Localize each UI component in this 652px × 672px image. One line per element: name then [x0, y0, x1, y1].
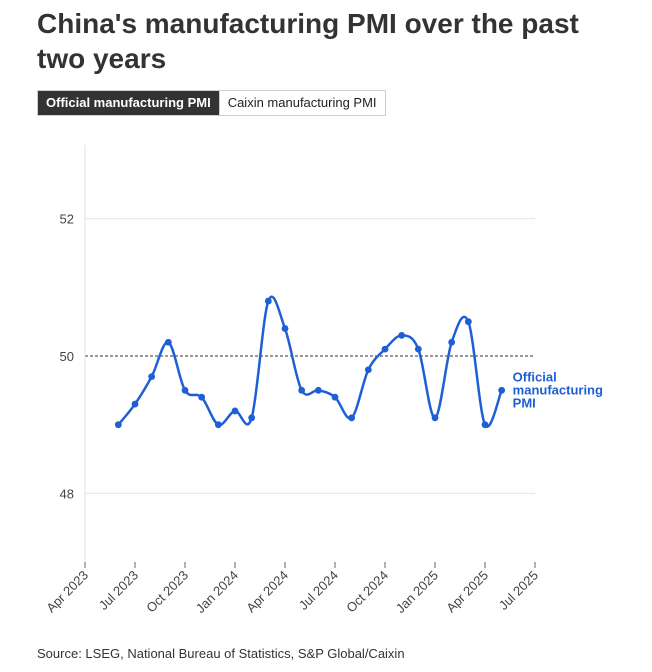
data-point — [264, 297, 272, 305]
series-line-official-pmi — [117, 295, 503, 428]
source-note: Source: LSEG, National Bureau of Statist… — [37, 646, 405, 661]
data-point — [431, 414, 439, 422]
series-label-line: Official — [513, 369, 557, 384]
x-tick-label: Apr 2025 — [443, 568, 491, 616]
tab-official-pmi[interactable]: Official manufacturing PMI — [38, 91, 219, 115]
x-tick-label: Oct 2024 — [343, 568, 391, 616]
data-point — [398, 332, 406, 339]
data-point — [298, 386, 306, 394]
y-tick-label: 48 — [60, 486, 74, 501]
series-label-line: PMI — [513, 395, 536, 410]
y-tick-label: 52 — [60, 212, 74, 227]
data-point — [248, 414, 256, 422]
series-toggle: Official manufacturing PMI Caixin manufa… — [37, 90, 386, 116]
data-point — [314, 386, 322, 394]
data-point — [331, 393, 339, 401]
data-point — [281, 325, 289, 332]
data-point — [181, 386, 189, 394]
data-point — [348, 414, 356, 422]
data-point — [498, 386, 506, 394]
x-tick-label: Jan 2025 — [393, 568, 441, 616]
x-tick-label: Oct 2023 — [143, 568, 191, 616]
tab-caixin-pmi[interactable]: Caixin manufacturing PMI — [218, 91, 385, 115]
y-tick-label: 50 — [60, 349, 74, 364]
x-tick-label: Jul 2024 — [296, 568, 341, 613]
x-tick-label: Jan 2024 — [193, 568, 241, 616]
x-tick-label: Apr 2024 — [243, 568, 291, 616]
x-tick-label: Jul 2023 — [96, 568, 141, 613]
data-point — [414, 345, 422, 353]
data-point — [131, 400, 139, 408]
data-point — [448, 338, 456, 346]
data-point — [231, 407, 239, 415]
x-tick-label: Jul 2025 — [496, 568, 541, 613]
data-point — [381, 345, 389, 353]
data-point — [364, 366, 372, 374]
series-label: Official manufacturing PMI — [513, 369, 603, 410]
chart-title: China's manufacturing PMI over the past … — [37, 8, 579, 74]
data-point — [164, 338, 172, 346]
data-point — [148, 373, 156, 380]
data-point — [464, 318, 472, 326]
data-point — [481, 421, 489, 429]
data-point — [114, 421, 122, 429]
series-label-line: manufacturing — [513, 382, 603, 397]
data-point — [214, 421, 222, 429]
x-tick-label: Apr 2023 — [43, 568, 91, 616]
data-point — [198, 393, 206, 401]
